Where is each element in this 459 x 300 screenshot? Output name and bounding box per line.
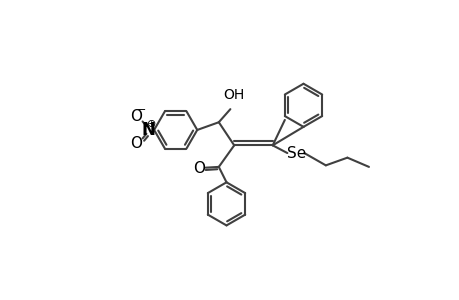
Text: O: O	[193, 161, 205, 176]
Text: O: O	[129, 136, 141, 151]
Text: N: N	[141, 121, 155, 139]
Text: ⊕: ⊕	[147, 119, 156, 129]
Text: Se: Se	[286, 146, 306, 160]
Text: OH: OH	[223, 88, 244, 102]
Text: −: −	[137, 105, 146, 115]
Text: O: O	[129, 109, 141, 124]
